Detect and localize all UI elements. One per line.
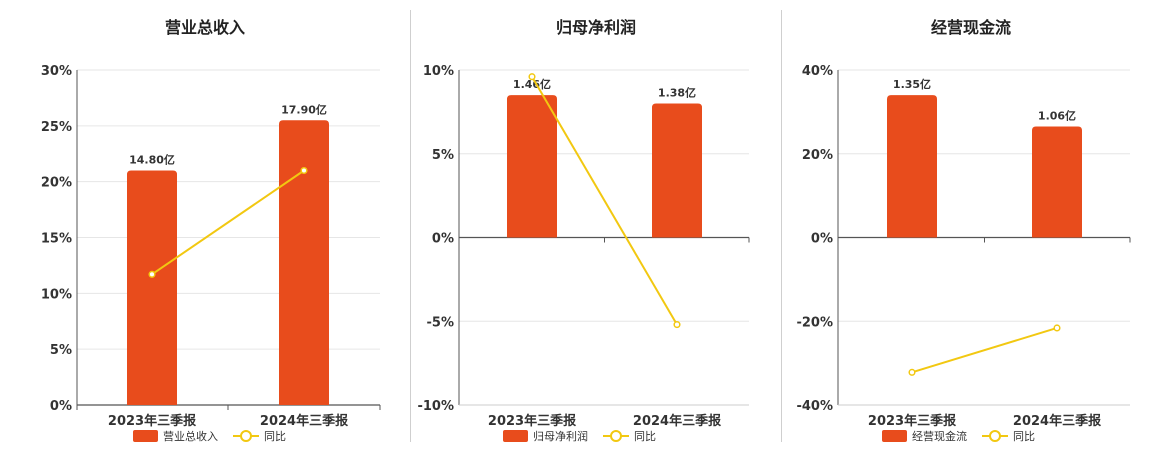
y-tick-label: 0% xyxy=(50,399,72,414)
bar-revenue-1 xyxy=(279,120,329,405)
legend-label-bar: 经营现金流 xyxy=(912,429,967,443)
y-tick-label: 10% xyxy=(423,64,454,79)
y-tick-label: -10% xyxy=(417,399,454,414)
y-tick-label: 10% xyxy=(41,287,72,302)
y-tick-label: -5% xyxy=(427,315,454,330)
legend-label-bar: 营业总收入 xyxy=(163,429,218,443)
legend-swatch-bar xyxy=(503,430,528,442)
chart-svg-cash-flow: -40% -20% 0% 20% 40% 1.35亿 1.06亿 2023年三季报 2024年三… xyxy=(796,64,1131,443)
bar-data-label: 14.80亿 xyxy=(129,153,175,167)
legend-swatch-marker xyxy=(240,430,252,442)
x-category-label: 2023年三季报 xyxy=(868,413,957,429)
y-tick-label: 20% xyxy=(41,176,72,191)
legend-label-bar: 归母净利润 xyxy=(533,429,588,443)
y-tick-label: 30% xyxy=(41,64,72,79)
legend-swatch-bar xyxy=(882,430,907,442)
chart-svg-net-profit: -10% -5% 0% 5% 10% 1.46亿 1.38亿 2023年三季报 2024年三季报… xyxy=(417,64,750,443)
chart-panel-cash-flow: 经营现金流 -40% -20% 0% 20% 40% 1.35亿 1.06亿 2023年三季报… xyxy=(782,0,1160,450)
panel-divider-1 xyxy=(410,10,411,442)
chart-panel-net-profit: 归母净利润 -10% -5% 0% 5% 10% 1.46亿 1.38亿 2023年三季报 20… xyxy=(411,0,781,450)
bar-cash-flow-0 xyxy=(887,95,937,238)
legend-label-line: 同比 xyxy=(634,430,656,443)
legend-swatch-marker xyxy=(610,430,622,442)
x-category-label: 2024年三季报 xyxy=(633,413,722,429)
y-tick-label: 0% xyxy=(432,232,454,247)
bar-data-label: 1.35亿 xyxy=(893,77,931,91)
yoy-point-net-profit-1 xyxy=(673,321,681,329)
bar-data-label: 1.06亿 xyxy=(1038,109,1076,123)
bar-net-profit-0 xyxy=(507,95,557,238)
yoy-point-cash-flow-0 xyxy=(908,368,916,376)
y-tick-label: 5% xyxy=(50,343,72,358)
panel-divider-2 xyxy=(781,10,782,442)
bar-data-label: 1.46亿 xyxy=(513,77,551,91)
legend-swatch-marker xyxy=(989,430,1001,442)
yoy-point-revenue-1 xyxy=(300,166,308,175)
y-tick-label: 25% xyxy=(41,120,72,135)
y-tick-label: 20% xyxy=(802,148,833,163)
yoy-point-cash-flow-1 xyxy=(1053,324,1061,332)
y-tick-label: -40% xyxy=(796,399,833,414)
y-tick-label: 40% xyxy=(802,64,833,79)
y-tick-label: 5% xyxy=(432,148,454,163)
x-category-label: 2023年三季报 xyxy=(108,413,197,429)
legend-swatch-bar xyxy=(133,430,158,442)
chart-svg-revenue: 0% 5% 10% 15% 20% 25% 30% 14.80亿 17.90亿 2023年三季报 2… xyxy=(41,64,381,443)
y-tick-label: 15% xyxy=(41,232,72,247)
bar-revenue-0 xyxy=(127,170,177,405)
yoy-line-revenue xyxy=(151,169,305,276)
bar-net-profit-1 xyxy=(652,103,702,238)
bar-cash-flow-1 xyxy=(1032,126,1082,238)
bar-data-label: 17.90亿 xyxy=(281,102,327,116)
y-tick-label: -20% xyxy=(796,315,833,330)
yoy-point-net-profit-0 xyxy=(528,73,536,81)
bar-data-label: 1.38亿 xyxy=(658,86,696,100)
legend-label-line: 同比 xyxy=(1013,430,1035,443)
chart-title-revenue: 营业总收入 xyxy=(164,18,245,37)
x-category-label: 2024年三季报 xyxy=(260,413,349,429)
chart-panel-revenue: 营业总收入 0% 5% 10% 15% 20% 25% 30% 14.80亿 17.90亿 202… xyxy=(0,0,410,450)
x-category-label: 2024年三季报 xyxy=(1013,413,1102,429)
yoy-line-net-profit xyxy=(531,76,678,326)
x-category-label: 2023年三季报 xyxy=(488,413,577,429)
chart-title-cash-flow: 经营现金流 xyxy=(930,18,1011,37)
legend-label-line: 同比 xyxy=(264,430,286,443)
y-tick-label: 0% xyxy=(811,232,833,247)
yoy-line-cash-flow xyxy=(911,326,1058,374)
yoy-point-revenue-0 xyxy=(148,270,156,278)
chart-title-net-profit: 归母净利润 xyxy=(555,18,636,37)
